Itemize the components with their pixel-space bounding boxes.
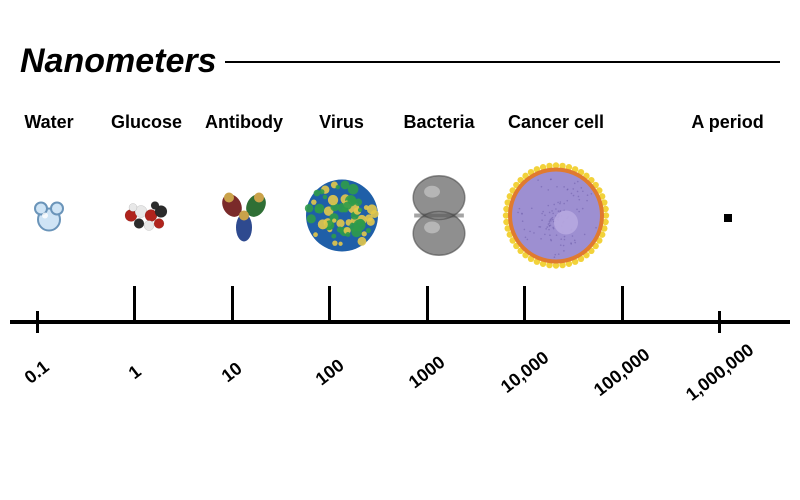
axis-tick xyxy=(133,286,136,322)
axis-tick xyxy=(523,286,526,322)
axis-tick-label: 1 xyxy=(124,361,145,384)
axis-tick-label: 1,000,000 xyxy=(682,340,758,406)
axis-tick-label: 100 xyxy=(311,355,348,390)
item-label: A period xyxy=(691,112,763,133)
item-labels-row: Water Glucose Antibody Virus Bacteria Cancer … xyxy=(10,112,790,140)
item-label: Virus xyxy=(319,112,364,133)
axis-tick xyxy=(621,286,624,322)
axis-tick-label: 0.1 xyxy=(21,357,54,389)
axis-tick xyxy=(718,311,721,333)
axis-tick xyxy=(231,286,234,322)
scale-axis: 0.1 1 10 100 1000 10,000 100,000 1,000,000 xyxy=(10,320,790,460)
antibody-icon xyxy=(214,186,274,251)
page-title: Nanometers xyxy=(20,42,225,81)
axis-tick xyxy=(426,286,429,322)
axis-tick xyxy=(328,286,331,322)
virus-icon xyxy=(302,176,382,261)
axis-tick-label: 100,000 xyxy=(590,344,654,401)
item-label: Antibody xyxy=(205,112,283,133)
axis-line xyxy=(10,320,790,324)
title-rule xyxy=(225,61,780,63)
title-row: Nanometers xyxy=(20,42,780,81)
item-label: Bacteria xyxy=(403,112,474,133)
axis-tick-label: 1000 xyxy=(405,352,449,393)
item-label: Cancer cell xyxy=(508,112,604,133)
cell-icon xyxy=(501,161,611,276)
water-icon xyxy=(31,198,67,239)
item-label: Water xyxy=(24,112,73,133)
axis-tick-label: 10,000 xyxy=(497,347,553,397)
axis-tick xyxy=(36,311,39,333)
item-icons-row xyxy=(10,158,790,288)
axis-tick-label: 10 xyxy=(218,358,247,387)
glucose-icon xyxy=(119,193,175,243)
period-icon xyxy=(724,209,732,227)
bacteria-icon xyxy=(408,172,470,265)
item-label: Glucose xyxy=(111,112,182,133)
